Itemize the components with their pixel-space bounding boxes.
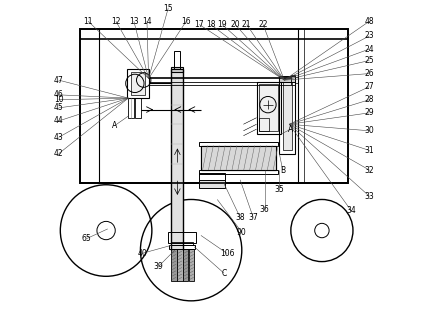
Bar [201, 146, 276, 170]
Bar [172, 249, 177, 281]
Bar [201, 146, 276, 170]
Text: 21: 21 [242, 20, 251, 29]
Text: A: A [288, 125, 294, 134]
Bar [295, 77, 298, 83]
Text: 18: 18 [206, 20, 215, 29]
Bar [279, 78, 295, 154]
Text: B: B [280, 165, 285, 175]
Text: 37: 37 [248, 213, 258, 222]
Text: C: C [221, 268, 226, 278]
Text: 23: 23 [365, 31, 374, 41]
Text: 34: 34 [346, 206, 356, 215]
Text: 28: 28 [365, 95, 374, 104]
Text: 13: 13 [129, 17, 139, 26]
Text: 36: 36 [260, 205, 270, 214]
Bar [172, 69, 183, 250]
Text: 29: 29 [365, 108, 374, 117]
Bar [259, 118, 269, 131]
Bar [199, 170, 278, 174]
Text: 42: 42 [54, 149, 63, 158]
Text: 26: 26 [365, 69, 374, 78]
Bar [174, 51, 180, 69]
Bar [201, 146, 276, 170]
Text: 46: 46 [54, 90, 63, 99]
Text: 25: 25 [365, 56, 374, 65]
Bar [128, 69, 149, 98]
Bar [171, 242, 193, 245]
Text: 65: 65 [82, 234, 91, 243]
Text: 31: 31 [365, 146, 374, 155]
Text: 17: 17 [194, 20, 204, 29]
Bar [131, 72, 146, 95]
Text: 15: 15 [163, 4, 173, 13]
Bar [282, 82, 292, 150]
Text: 27: 27 [365, 82, 374, 91]
Text: 33: 33 [365, 192, 374, 201]
Text: 35: 35 [274, 185, 284, 194]
Bar [256, 82, 281, 134]
Bar [80, 29, 348, 183]
Bar [189, 249, 194, 281]
Text: 48: 48 [365, 17, 374, 26]
Text: 20: 20 [230, 20, 240, 29]
Bar [169, 245, 195, 249]
Bar [199, 173, 226, 181]
Text: 44: 44 [54, 116, 63, 126]
Text: A: A [112, 121, 117, 130]
Text: 39: 39 [154, 262, 163, 271]
Text: 11: 11 [83, 17, 93, 26]
Text: 30: 30 [365, 126, 374, 135]
Text: 47: 47 [54, 76, 63, 85]
Bar [279, 76, 295, 82]
Text: 19: 19 [217, 20, 227, 29]
Text: 32: 32 [365, 165, 374, 175]
Text: 43: 43 [54, 133, 63, 142]
Text: 40: 40 [137, 249, 147, 258]
Text: 38: 38 [235, 213, 245, 222]
Bar [135, 98, 141, 118]
Bar [168, 232, 196, 243]
Bar [177, 249, 183, 281]
Text: 22: 22 [259, 20, 268, 29]
Bar [291, 75, 295, 85]
Bar [128, 98, 134, 118]
Text: 16: 16 [181, 17, 191, 26]
Text: 14: 14 [142, 17, 152, 26]
Text: 90: 90 [237, 228, 247, 237]
Text: 12: 12 [111, 17, 121, 26]
Bar [172, 67, 183, 72]
Bar [259, 84, 279, 131]
Text: 24: 24 [365, 44, 374, 54]
Text: 45: 45 [54, 103, 63, 112]
Text: 106: 106 [220, 249, 235, 258]
Bar [183, 249, 188, 281]
Text: 10: 10 [54, 95, 63, 104]
Bar [199, 142, 278, 146]
Bar [199, 180, 226, 188]
